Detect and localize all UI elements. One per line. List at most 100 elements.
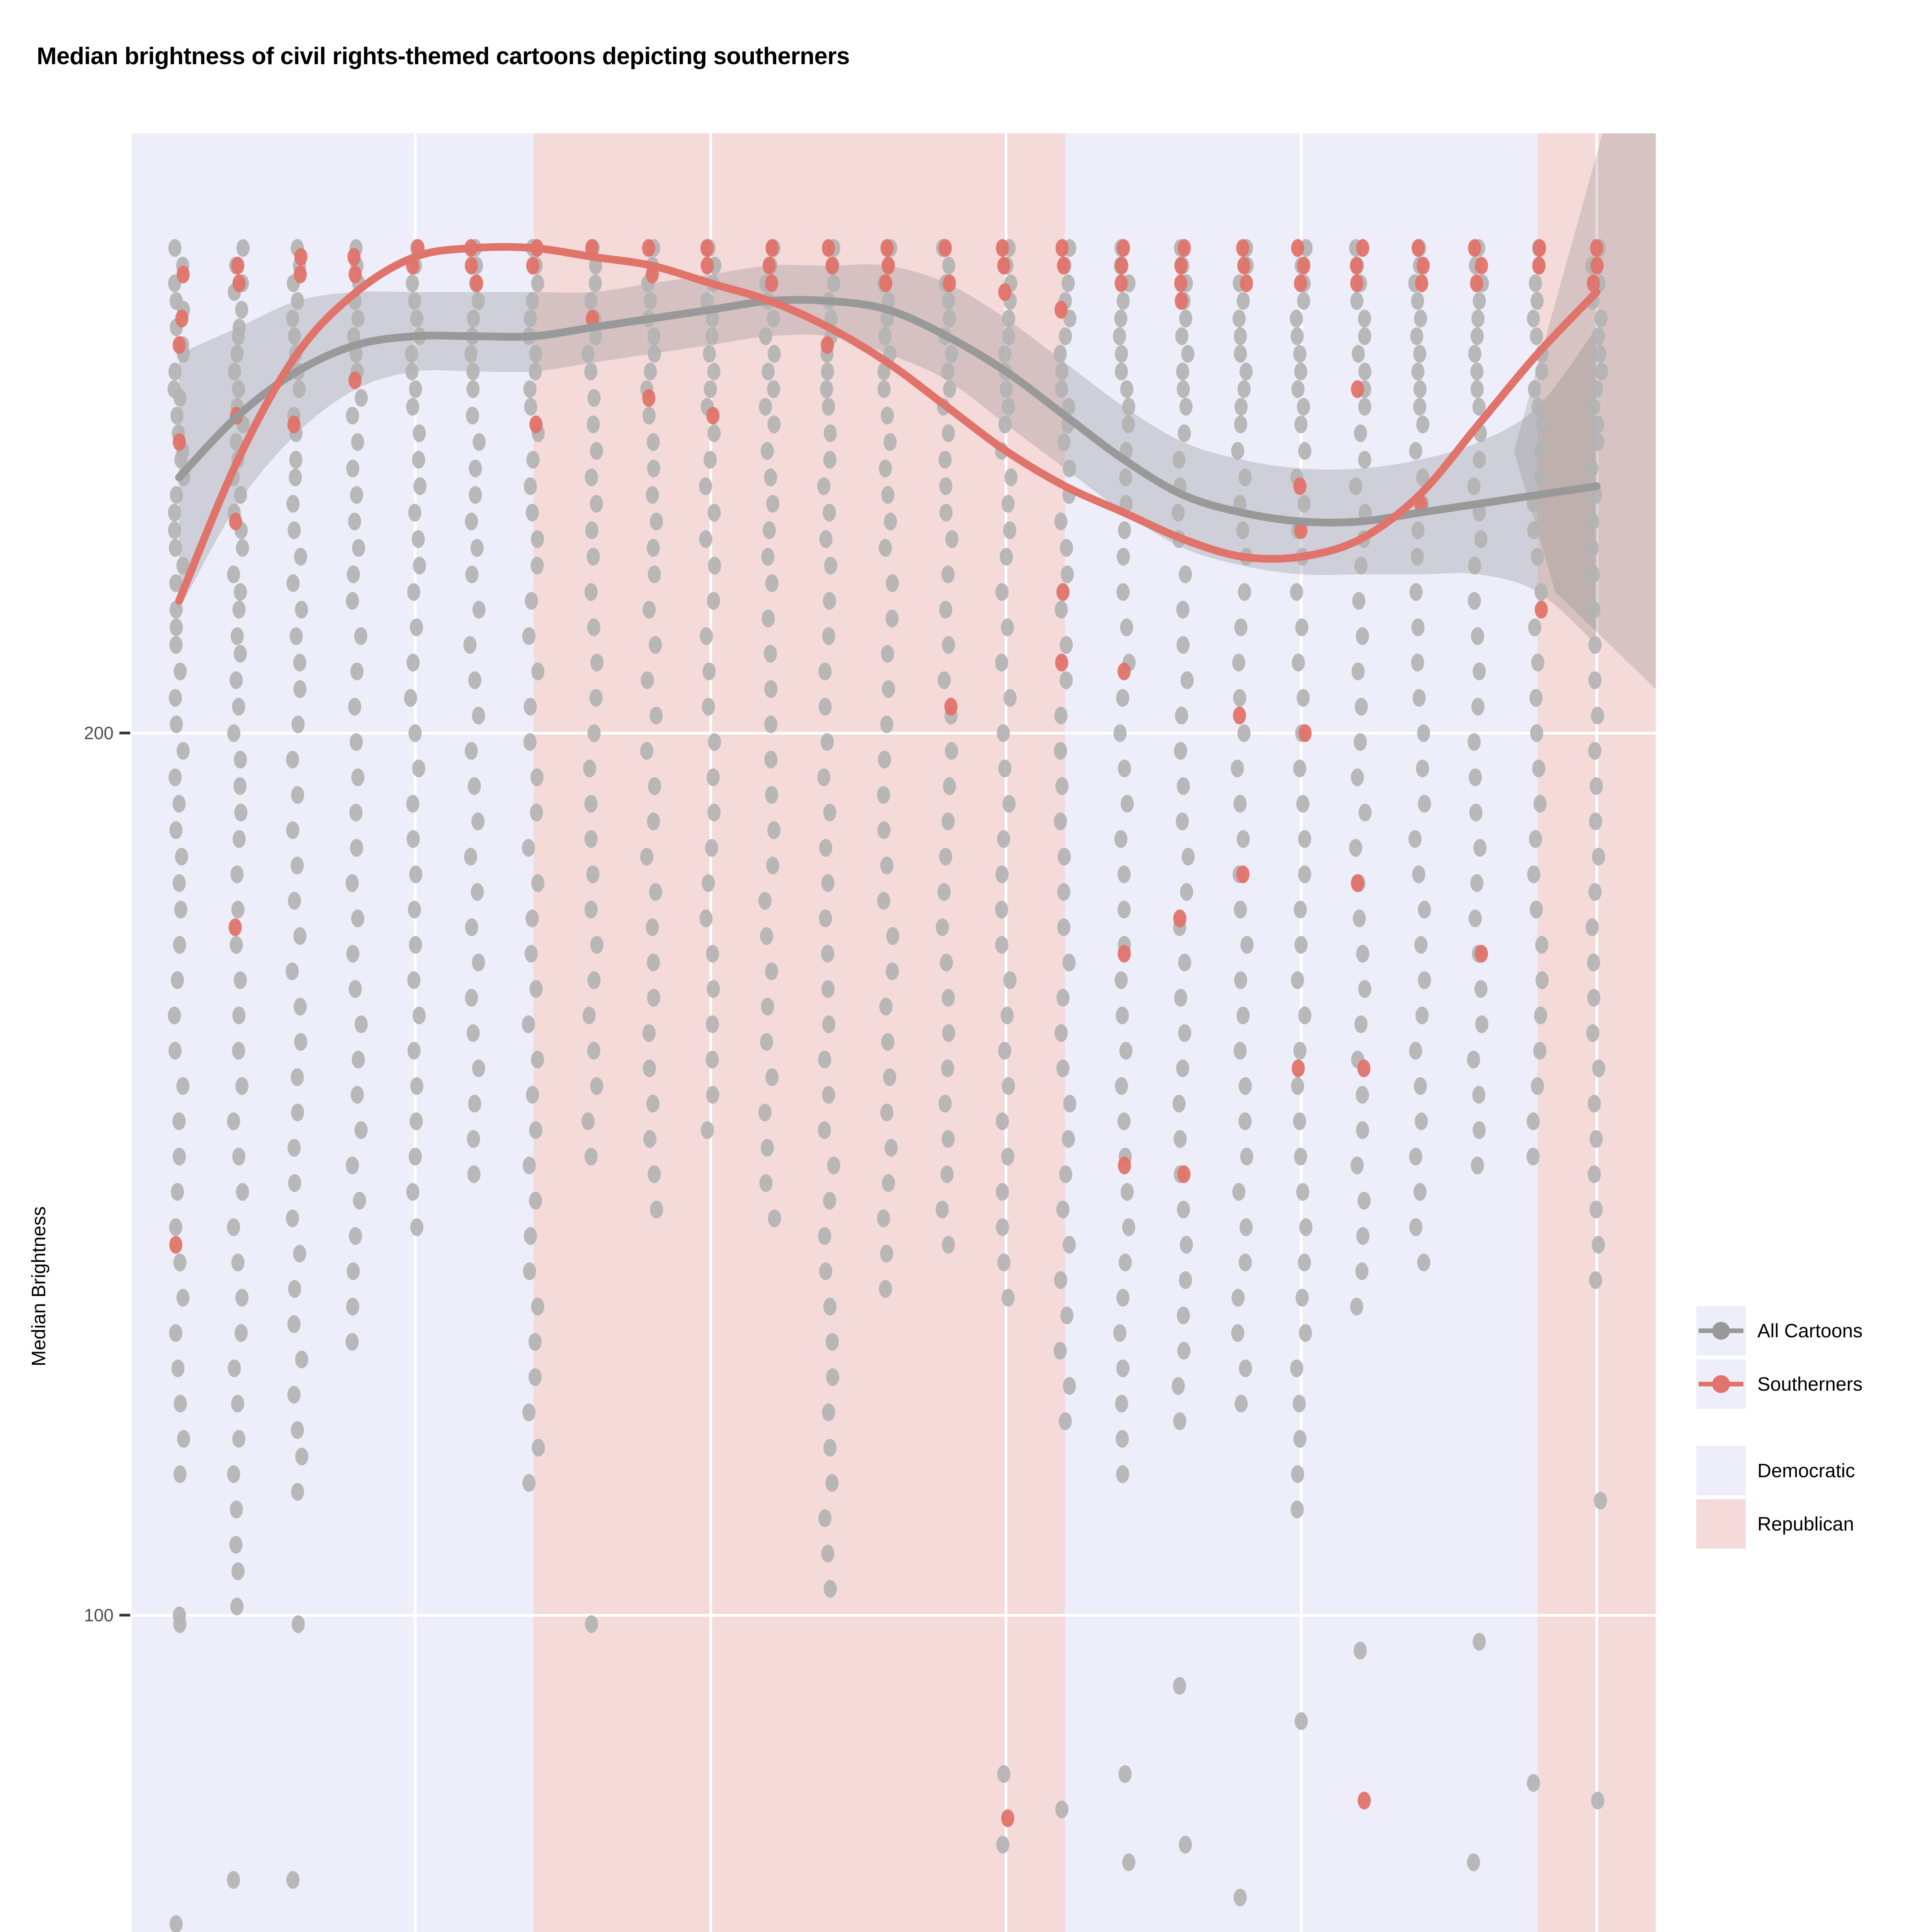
data-point-all-cartoons xyxy=(288,892,301,910)
data-point-all-cartoons xyxy=(1528,618,1541,636)
data-point-all-cartoons xyxy=(1294,415,1308,434)
data-point-all-cartoons xyxy=(939,1095,952,1113)
data-point-all-cartoons xyxy=(764,645,777,663)
data-point-all-cartoons xyxy=(1474,530,1488,548)
data-point-all-cartoons xyxy=(173,1253,187,1272)
data-point-all-cartoons xyxy=(1115,345,1128,363)
data-point-all-cartoons xyxy=(523,1262,536,1280)
data-point-all-cartoons xyxy=(1358,310,1371,328)
data-point-all-cartoons xyxy=(1182,848,1195,866)
data-point-all-cartoons xyxy=(286,1209,299,1228)
data-point-all-cartoons xyxy=(1296,1183,1310,1201)
data-point-all-cartoons xyxy=(584,362,598,381)
data-point-all-cartoons xyxy=(1001,1148,1015,1166)
data-point-all-cartoons xyxy=(1356,1121,1369,1139)
legend-label-republican: Republican xyxy=(1757,1513,1854,1535)
data-point-all-cartoons xyxy=(469,486,482,504)
data-point-all-cartoons xyxy=(464,345,478,363)
data-point-all-cartoons xyxy=(1004,468,1018,486)
data-point-all-cartoons xyxy=(1418,971,1431,989)
data-point-all-cartoons xyxy=(584,795,598,813)
data-point-all-cartoons xyxy=(522,1015,535,1033)
data-point-all-cartoons xyxy=(1354,556,1368,575)
data-point-southerners xyxy=(943,274,956,293)
data-point-all-cartoons xyxy=(1475,1015,1488,1033)
data-point-all-cartoons xyxy=(935,918,949,936)
data-point-all-cartoons xyxy=(227,1871,240,1889)
data-point-all-cartoons xyxy=(943,310,956,328)
data-point-all-cartoons xyxy=(1526,1148,1540,1166)
data-point-all-cartoons xyxy=(1237,380,1251,398)
data-point-all-cartoons xyxy=(879,459,892,478)
data-point-all-cartoons xyxy=(1059,327,1072,345)
data-point-all-cartoons xyxy=(764,750,778,769)
data-point-all-cartoons xyxy=(767,821,781,839)
confidence-ribbon xyxy=(179,133,1656,689)
data-point-all-cartoons xyxy=(1352,592,1366,610)
data-point-southerners xyxy=(348,371,362,389)
data-point-all-cartoons xyxy=(232,600,246,619)
legend-item-democratic[interactable]: Democratic xyxy=(1696,1446,1932,1495)
data-point-all-cartoons xyxy=(1589,1271,1602,1289)
data-point-all-cartoons xyxy=(1292,653,1305,672)
legend-item-republican[interactable]: Republican xyxy=(1696,1499,1932,1549)
data-point-all-cartoons xyxy=(1409,1042,1422,1060)
data-point-all-cartoons xyxy=(529,1192,542,1210)
data-point-all-cartoons xyxy=(1002,327,1015,345)
data-point-all-cartoons xyxy=(706,310,719,328)
data-point-all-cartoons xyxy=(1527,310,1540,328)
data-point-all-cartoons xyxy=(590,495,603,513)
data-point-all-cartoons xyxy=(650,512,663,531)
data-point-all-cartoons xyxy=(1116,689,1129,707)
data-point-all-cartoons xyxy=(466,406,479,425)
data-point-all-cartoons xyxy=(1061,274,1075,293)
data-point-southerners xyxy=(586,310,599,328)
data-point-all-cartoons xyxy=(649,883,662,901)
plot-layer xyxy=(167,133,1656,1932)
data-point-all-cartoons xyxy=(1418,901,1431,918)
legend-item-all-cartoons[interactable]: All Cartoons xyxy=(1696,1306,1932,1355)
data-point-all-cartoons xyxy=(943,380,956,398)
data-point-all-cartoons xyxy=(232,380,245,398)
data-point-all-cartoons xyxy=(1352,909,1366,927)
data-point-southerners xyxy=(1001,1809,1014,1827)
data-point-all-cartoons xyxy=(350,486,363,504)
data-point-all-cartoons xyxy=(1063,1095,1077,1113)
data-point-all-cartoons xyxy=(1238,1077,1252,1095)
data-point-all-cartoons xyxy=(581,345,595,363)
data-point-all-cartoons xyxy=(465,989,478,1007)
data-point-all-cartoons xyxy=(1534,1007,1548,1024)
data-point-all-cartoons xyxy=(877,1209,890,1228)
data-point-all-cartoons xyxy=(1595,362,1608,381)
data-point-all-cartoons xyxy=(1122,415,1135,434)
data-point-all-cartoons xyxy=(587,618,600,636)
data-point-southerners xyxy=(1177,239,1191,257)
data-point-all-cartoons xyxy=(1290,310,1303,328)
data-point-all-cartoons xyxy=(646,918,659,936)
data-point-all-cartoons xyxy=(410,310,423,328)
data-point-all-cartoons xyxy=(295,1447,308,1466)
data-point-all-cartoons xyxy=(1357,1192,1371,1210)
data-point-all-cartoons xyxy=(1176,362,1189,381)
data-point-all-cartoons xyxy=(1063,1236,1076,1254)
data-point-all-cartoons xyxy=(413,424,426,442)
data-point-all-cartoons xyxy=(347,1262,360,1280)
data-point-all-cartoons xyxy=(1587,600,1601,619)
data-point-all-cartoons xyxy=(345,874,359,892)
data-point-all-cartoons xyxy=(1349,477,1362,495)
data-point-all-cartoons xyxy=(1234,415,1247,434)
data-point-all-cartoons xyxy=(942,292,955,310)
data-point-all-cartoons xyxy=(171,1183,184,1201)
data-point-southerners xyxy=(1475,257,1488,275)
data-point-all-cartoons xyxy=(172,874,186,892)
data-point-all-cartoons xyxy=(647,459,660,478)
data-point-all-cartoons xyxy=(1468,733,1481,751)
data-point-all-cartoons xyxy=(706,1015,719,1033)
data-point-all-cartoons xyxy=(1469,768,1482,786)
data-point-all-cartoons xyxy=(529,980,543,998)
data-point-all-cartoons xyxy=(350,662,364,680)
data-point-all-cartoons xyxy=(1591,415,1604,434)
legend-item-southerners[interactable]: Southerners xyxy=(1696,1359,1932,1409)
data-point-all-cartoons xyxy=(531,1051,544,1069)
data-point-all-cartoons xyxy=(171,971,184,989)
